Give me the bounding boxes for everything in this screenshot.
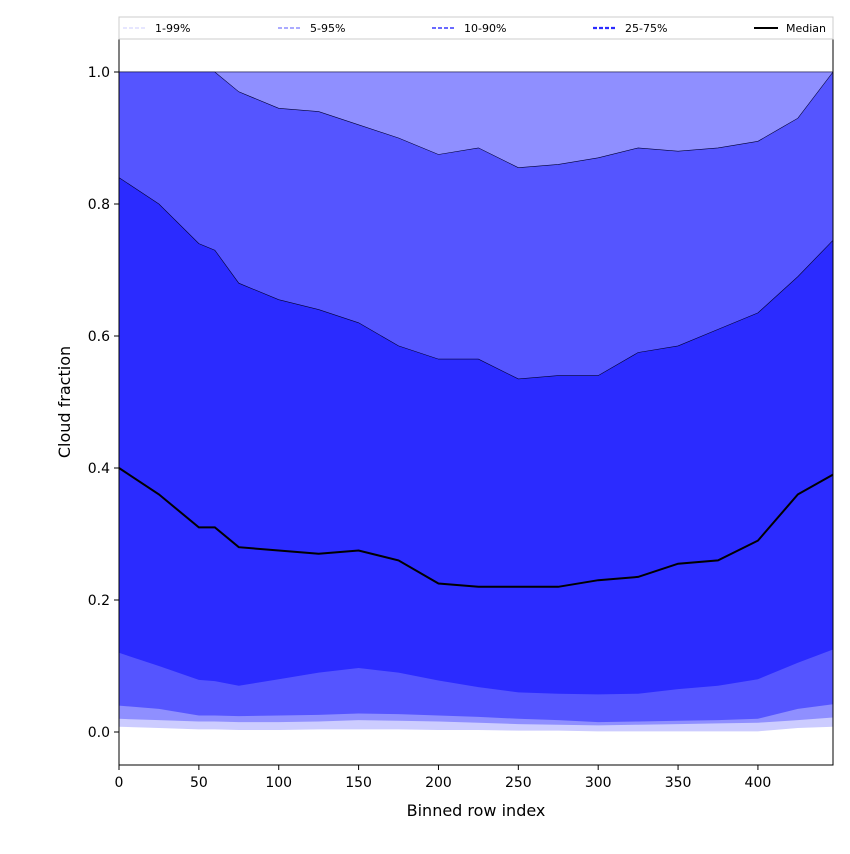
y-axis: 0.0 0.2 0.4 0.6 0.8 1.0 [88,65,119,741]
x-axis: 0 50 100 150 200 250 300 350 400 [115,765,772,791]
y-tick-label: 1.0 [88,65,110,81]
x-tick-label: 250 [505,775,532,791]
x-tick-label: 400 [745,775,772,791]
y-tick-label: 0.0 [88,725,110,741]
y-tick-label: 0.8 [88,197,110,213]
x-tick-label: 350 [665,775,692,791]
legend-label: 25-75% [625,22,667,35]
y-tick-label: 0.6 [88,329,110,345]
legend-label: 10-90% [464,22,506,35]
bands-layer [118,71,834,732]
x-axis-label: Binned row index [407,801,546,820]
legend: 1-99% 5-95% 10-90% 25-75% Median [118,16,834,40]
legend-box [118,16,834,40]
x-tick-label: 300 [585,775,612,791]
y-axis-label: Cloud fraction [55,346,74,458]
median-layer [118,467,834,588]
band-upper-edge [119,71,834,169]
x-tick-label: 100 [265,775,292,791]
y-tick-label: 0.2 [88,593,110,609]
legend-label: 1-99% [155,22,190,35]
legend-label: Median [786,22,826,35]
x-tick-label: 50 [190,775,208,791]
legend-label: 5-95% [310,22,345,35]
median-line [118,467,834,588]
x-tick-label: 200 [425,775,452,791]
x-tick-label: 0 [115,775,124,791]
x-tick-label: 150 [345,775,372,791]
band-upper-edge [118,177,834,380]
y-tick-label: 0.4 [88,461,110,477]
band-25-75 [119,177,833,695]
